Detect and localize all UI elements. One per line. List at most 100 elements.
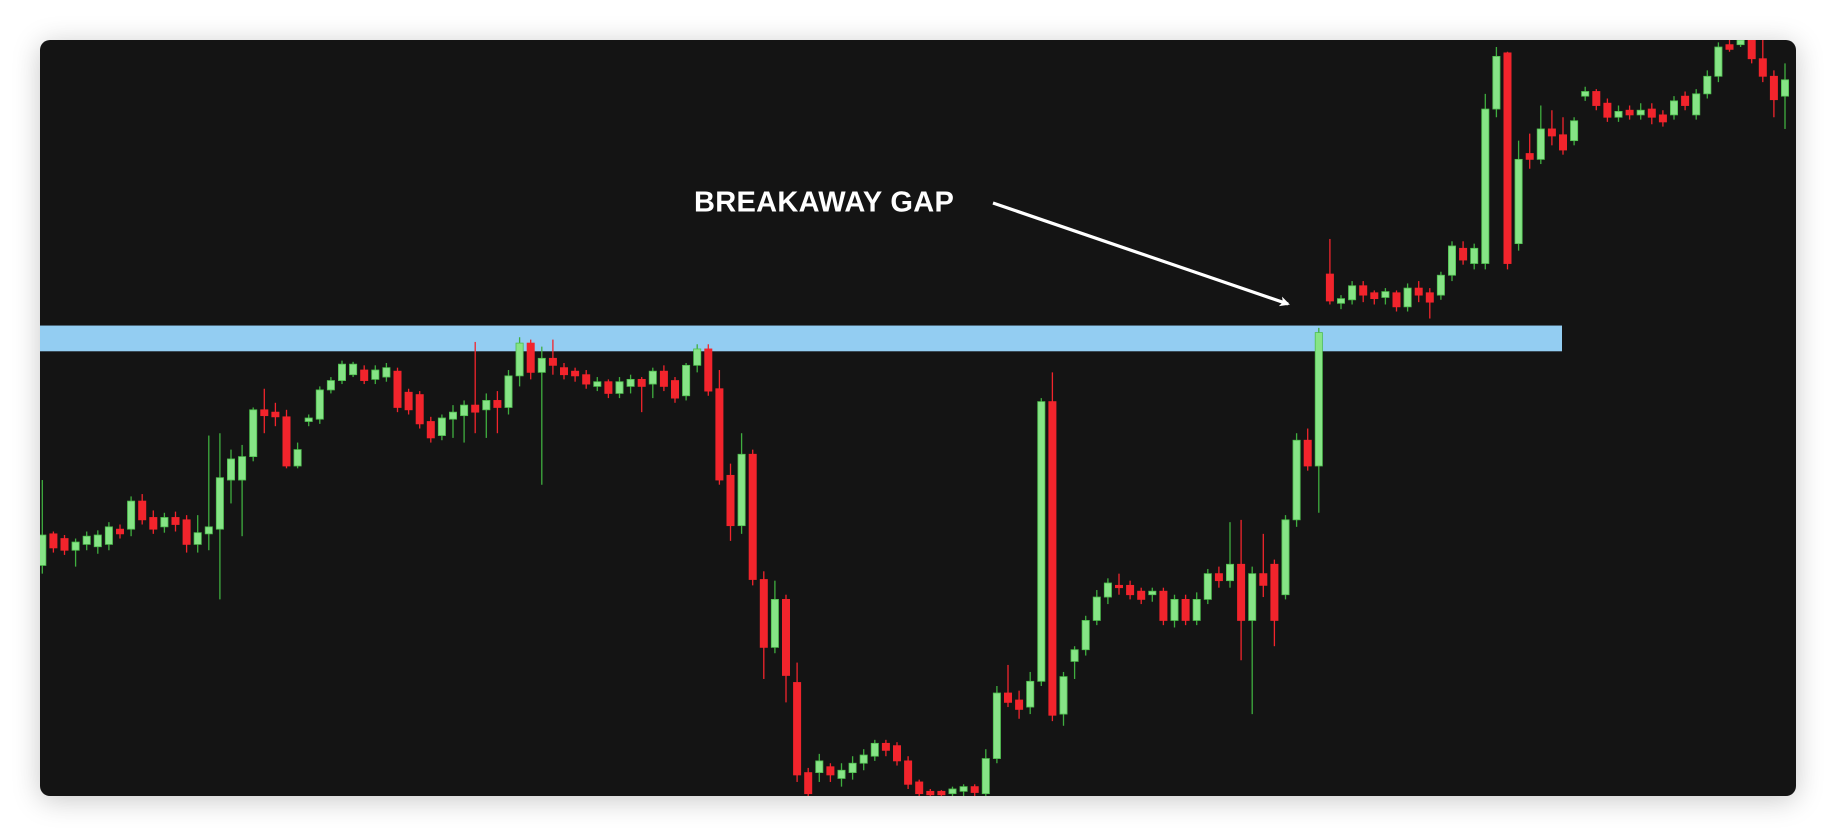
candle-body-up (1026, 680, 1035, 708)
candle-body-up (215, 477, 224, 530)
candle-body-up (315, 389, 324, 420)
candle-body-down (582, 374, 591, 385)
candle-body-up (1492, 55, 1501, 110)
candle-body-down (260, 409, 269, 417)
candle-body-up (770, 598, 779, 648)
candle-body-up (1170, 598, 1179, 621)
candle-body-up (1481, 108, 1490, 264)
candle-body-down (1725, 44, 1734, 50)
candle-body-up (1381, 291, 1390, 298)
candle-body-down (1137, 590, 1146, 600)
candle-body-up (1614, 110, 1623, 118)
candle-body-down (149, 517, 158, 530)
candle-body-up (448, 411, 457, 420)
candle-body-up (1226, 563, 1235, 582)
candle-body-up (326, 380, 335, 391)
candle-body-up (304, 417, 313, 422)
chart-panel (40, 40, 1796, 796)
candle-body-down (915, 781, 924, 795)
candle-body-down (526, 342, 535, 373)
annotation-arrow (992, 201, 1290, 307)
candle-body-up (1581, 91, 1590, 97)
candle-body-down (393, 370, 402, 408)
candle-body-up (615, 381, 624, 394)
candle-body-up (1536, 128, 1545, 160)
candle-body-up (1314, 332, 1323, 467)
candle-body-down (1758, 58, 1767, 77)
candle-body-up (226, 458, 235, 481)
candle-body-down (404, 391, 413, 411)
candle-body-up (1337, 298, 1346, 304)
candle-body-down (138, 500, 147, 521)
candle-body-up (1714, 46, 1723, 77)
candle-body-down (1658, 114, 1667, 123)
candle-body-down (182, 519, 191, 545)
candle-body-down (360, 369, 369, 381)
candle-body-down (1270, 563, 1279, 621)
candle-body-down (1747, 40, 1756, 60)
candle-body-down (415, 394, 424, 425)
candle-body-up (1781, 79, 1790, 97)
candle-body-up (104, 526, 113, 545)
candle-body-up (1736, 40, 1745, 46)
candle-body-down (548, 357, 557, 366)
candle-body-down (904, 760, 913, 785)
candle-body-up (1436, 274, 1445, 296)
candle-body-down (1370, 292, 1379, 300)
candle-body-up (1348, 285, 1357, 301)
candle-body-down (271, 411, 280, 418)
candle-body-down (1115, 584, 1124, 589)
candle-body-up (870, 742, 879, 757)
candle-body-down (1647, 108, 1656, 118)
candle-body-up (1514, 158, 1523, 245)
candle-body-down (1414, 287, 1423, 296)
candle-body-up (160, 517, 169, 528)
candle-body-down (493, 400, 502, 408)
candle-body-down (1425, 292, 1434, 303)
candle-body-down (1359, 285, 1368, 296)
candle-body-up (1081, 620, 1090, 651)
candle-body-up (460, 404, 469, 417)
candle-body-up (537, 357, 546, 373)
candle-body-up (1470, 247, 1479, 264)
candle-body-down (826, 766, 835, 776)
candle-body-up (693, 348, 702, 366)
candle-body-up (337, 363, 346, 381)
candle-body-up (737, 453, 746, 527)
candle-body-up (1037, 401, 1046, 682)
candle-body-down (426, 421, 435, 439)
candle-body-up (71, 541, 80, 551)
candle-body-up (127, 500, 136, 530)
candle-body-up (1703, 75, 1712, 95)
candle-body-down (1181, 598, 1190, 621)
annotation-label: BREAKAWAY GAP (694, 187, 954, 219)
candle-body-up (349, 363, 358, 376)
candle-body-down (1592, 91, 1601, 106)
candle-body-down (659, 370, 668, 387)
candle-body-down (1259, 573, 1268, 586)
candle-body-up (1636, 109, 1645, 116)
candle-body-down (1303, 439, 1312, 467)
plot-area (40, 40, 1790, 796)
candle-body-up (193, 532, 202, 545)
candle-body-down (60, 538, 69, 551)
candle-body-down (748, 453, 757, 580)
candle-body-down (671, 380, 680, 399)
candle-body-up (1670, 100, 1679, 116)
candle-body-up (1103, 582, 1112, 598)
candle-body-down (1126, 584, 1135, 596)
candle-body-down (49, 533, 58, 549)
candle-body-down (1681, 95, 1690, 106)
candle-body-up (959, 786, 968, 792)
candle-body-up (249, 409, 258, 458)
candle-body-up (837, 769, 846, 779)
candle-body-down (1525, 153, 1534, 160)
candle-body-up (238, 456, 247, 481)
candle-body-up (1448, 245, 1457, 276)
candle-body-up (515, 342, 524, 377)
candle-body-up (1059, 676, 1068, 715)
candle-body-down (1503, 52, 1512, 264)
candle-body-down (804, 772, 813, 795)
